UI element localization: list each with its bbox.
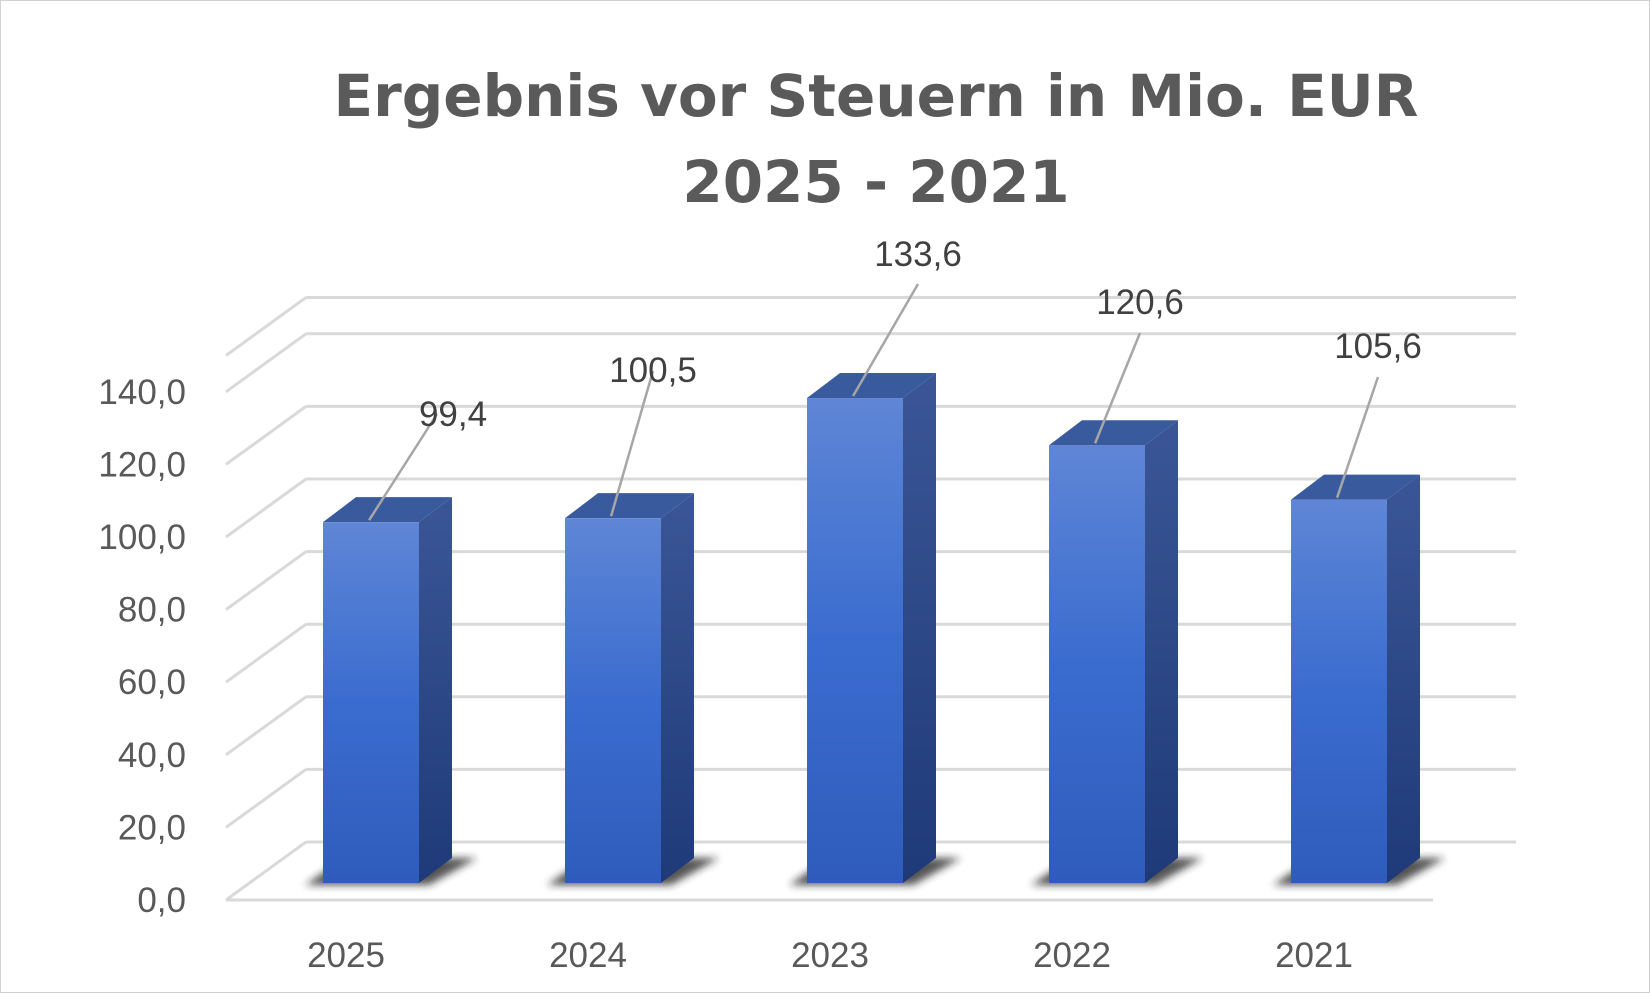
- x-tick-label: 2021: [1275, 936, 1353, 975]
- gridline-diagonal: [225, 296, 307, 357]
- y-tick-label: 80,0: [118, 591, 186, 630]
- gridline-diagonal: [225, 840, 307, 902]
- data-label-leader: [1335, 376, 1380, 499]
- y-tick-label: 140,0: [98, 373, 186, 412]
- data-label-leader: [851, 283, 920, 397]
- bar-side: [1145, 420, 1178, 883]
- bar-top: [807, 373, 936, 399]
- bar-side: [661, 493, 694, 883]
- bar-top: [1049, 420, 1178, 446]
- y-tick-label: 60,0: [118, 663, 186, 702]
- bar-side: [419, 497, 452, 883]
- gridline-diagonal: [225, 768, 307, 829]
- y-tick-label: 20,0: [118, 808, 186, 847]
- bar-front: [565, 518, 661, 883]
- bar-top: [1291, 474, 1420, 500]
- gridline-diagonal: [225, 405, 307, 466]
- gridline-diagonal: [225, 622, 307, 684]
- data-label-leader: [368, 413, 439, 521]
- gridline-diagonal: [225, 477, 307, 539]
- data-label: 105,6: [1334, 327, 1422, 366]
- bar: [1273, 474, 1445, 885]
- bar-front: [1049, 445, 1145, 883]
- y-tick-label: 120,0: [98, 445, 186, 484]
- gridline-diagonal: [225, 695, 307, 757]
- data-label: 99,4: [419, 395, 487, 434]
- y-tick-label: 40,0: [118, 736, 186, 775]
- bar: [789, 373, 961, 885]
- gridline-diagonal: [225, 332, 307, 394]
- gridline-diagonal: [225, 550, 307, 611]
- bar-front: [807, 398, 903, 883]
- bar-top: [565, 493, 694, 519]
- x-tick-label: 2023: [791, 936, 869, 975]
- bar-side: [903, 373, 936, 883]
- chart-title: Ergebnis vor Steuern in Mio. EUR 2025 - …: [333, 62, 1419, 216]
- bar-side: [1387, 474, 1420, 883]
- data-label: 120,6: [1096, 283, 1184, 322]
- x-tick-label: 2024: [549, 936, 627, 975]
- y-tick-label: 0,0: [137, 881, 186, 920]
- bar: [547, 493, 719, 885]
- bar: [305, 497, 477, 885]
- data-label-leader: [609, 370, 655, 517]
- bar: [1031, 420, 1203, 885]
- bar-front: [1291, 499, 1387, 883]
- data-label: 133,6: [874, 235, 962, 274]
- x-tick-label: 2022: [1033, 936, 1111, 975]
- bar-top: [323, 497, 452, 523]
- y-tick-label: 100,0: [98, 518, 186, 557]
- data-label: 100,5: [609, 351, 697, 390]
- x-tick-label: 2025: [307, 936, 385, 975]
- bar-front: [323, 522, 419, 883]
- data-label-leader: [1093, 332, 1142, 444]
